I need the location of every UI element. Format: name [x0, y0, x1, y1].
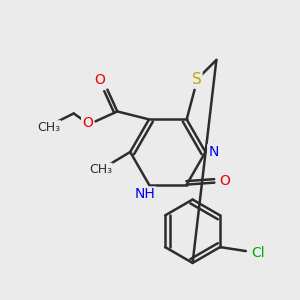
Text: O: O [219, 174, 230, 188]
Text: NH: NH [135, 188, 155, 202]
Text: CH₃: CH₃ [38, 121, 61, 134]
Text: S: S [192, 72, 201, 87]
Text: CH₃: CH₃ [89, 163, 112, 176]
Text: Cl: Cl [251, 246, 265, 260]
Text: O: O [94, 73, 105, 87]
Text: O: O [82, 116, 93, 130]
Text: N: N [208, 145, 219, 159]
